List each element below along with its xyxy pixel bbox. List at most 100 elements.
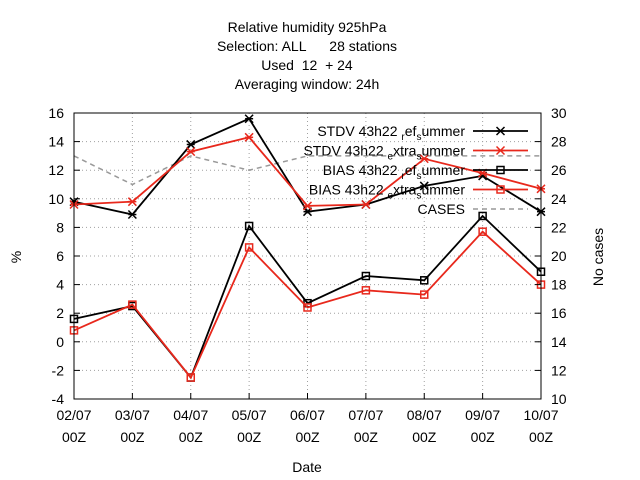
- data-point: [478, 211, 487, 221]
- data-point: [186, 139, 196, 149]
- legend-item-1: STDV 43h22 extrasummer: [303, 143, 528, 163]
- series-3: [69, 227, 546, 382]
- marker-square: [496, 165, 505, 175]
- y-tick-label: 6: [56, 248, 64, 264]
- y2-tick-label: 28: [551, 134, 567, 150]
- y2-tick-label: 26: [551, 162, 567, 178]
- data-point: [303, 303, 312, 312]
- y-tick-label: 10: [48, 191, 64, 207]
- series-4: [73, 155, 541, 186]
- data-point: [478, 227, 487, 236]
- title-line-2: Selection: ALL 28 stations: [217, 38, 397, 54]
- x-tick-label: 10/07: [523, 407, 558, 423]
- y-tick-label: -4: [52, 391, 65, 407]
- x-tick-label: 06/07: [290, 407, 325, 423]
- y-tick-label: 8: [56, 219, 64, 235]
- data-point: [244, 221, 254, 231]
- legend-item-2: BIAS 43h22 refsummer: [323, 162, 528, 182]
- data-point: [127, 197, 137, 207]
- y-axis-label: %: [8, 251, 24, 263]
- x-tick-label: 05/07: [232, 407, 267, 423]
- marker-square: [361, 271, 371, 281]
- x-tick-label: 03/07: [115, 407, 150, 423]
- data-point: [420, 290, 429, 299]
- series-line: [73, 230, 542, 380]
- legend-label: CASES: [418, 201, 465, 217]
- x-tick-label-time: 00Z: [62, 429, 87, 445]
- legend-label: BIAS 43h22 refsummer: [323, 162, 466, 182]
- y2-tick-label: 16: [551, 305, 567, 321]
- x-tick-label-time: 00Z: [120, 429, 145, 445]
- marker-square: [186, 373, 195, 382]
- x-tick-label: 02/07: [56, 407, 91, 423]
- data-point: [419, 181, 429, 191]
- y-tick-label: 14: [48, 134, 64, 150]
- title-line-3: Used 12 + 24: [261, 57, 353, 73]
- chart-title: Relative humidity 925hPa Selection: ALL …: [217, 19, 397, 92]
- data-point: [361, 286, 371, 295]
- legend-label: STDV 43h22 extrasummer: [303, 143, 465, 163]
- x-tick-label-time: 00Z: [529, 429, 554, 445]
- marker-square: [420, 290, 429, 299]
- x-tick-label: 04/07: [173, 407, 208, 423]
- x-axis-label: Date: [292, 459, 322, 475]
- series-line: [73, 155, 541, 186]
- title-line-1: Relative humidity 925hPa: [228, 19, 387, 35]
- data-point: [361, 271, 371, 281]
- y2-tick-label: 12: [551, 362, 567, 378]
- data-point: [419, 154, 429, 164]
- y2-tick-label: 22: [551, 219, 567, 235]
- title-line-4: Averaging window: 24h: [235, 76, 380, 92]
- axes: -4-2024681012141610121416182022242628300…: [48, 105, 566, 445]
- marker-square: [244, 221, 254, 231]
- y-tick-label: 16: [48, 105, 64, 121]
- legend-item-4: CASES: [418, 201, 528, 217]
- x-tick-label-time: 00Z: [295, 429, 320, 445]
- data-point: [244, 243, 254, 252]
- data-point: [244, 114, 254, 124]
- y-tick-label: 0: [56, 334, 64, 350]
- x-tick-label-time: 00Z: [179, 429, 204, 445]
- y-tick-label: 12: [48, 162, 64, 178]
- y2-tick-label: 18: [551, 277, 567, 293]
- legend-item-0: STDV 43h22 refsummer: [317, 123, 528, 143]
- y-tick-label: 4: [56, 277, 64, 293]
- x-tick-label: 08/07: [407, 407, 442, 423]
- marker-square: [496, 185, 505, 194]
- y-tick-label: 2: [56, 305, 64, 321]
- cases-series: [73, 155, 541, 186]
- x-tick-label-time: 00Z: [412, 429, 437, 445]
- x-tick-label-time: 00Z: [237, 429, 262, 445]
- y2-tick-label: 14: [551, 334, 567, 350]
- marker-square: [128, 300, 137, 309]
- y2-axis-label: No cases: [590, 228, 606, 286]
- x-tick-label: 09/07: [465, 407, 500, 423]
- data-point: [244, 132, 254, 142]
- y2-tick-label: 30: [551, 105, 567, 121]
- legend-item-3: BIAS 43h22 extrasummer: [309, 182, 528, 202]
- data-point: [186, 147, 196, 157]
- y-tick-label: -2: [52, 362, 65, 378]
- y2-tick-label: 24: [551, 191, 567, 207]
- marker-square: [478, 227, 487, 236]
- x-tick-label-time: 00Z: [471, 429, 496, 445]
- data-point: [302, 201, 313, 211]
- y2-tick-label: 10: [551, 391, 567, 407]
- legend-label: BIAS 43h22 extrasummer: [309, 182, 465, 202]
- marker-square: [361, 286, 371, 295]
- data-point: [186, 373, 195, 382]
- data-point: [361, 199, 371, 210]
- marker-square: [420, 276, 429, 285]
- x-tick-label-time: 00Z: [354, 429, 379, 445]
- marker-square: [478, 211, 487, 221]
- marker-square: [244, 243, 254, 252]
- x-tick-label: 07/07: [348, 407, 383, 423]
- series-layer: [69, 114, 546, 382]
- data-point: [420, 276, 429, 285]
- data-point: [128, 300, 137, 309]
- data-point: [127, 209, 137, 220]
- marker-square: [303, 303, 312, 312]
- y2-tick-label: 20: [551, 248, 567, 264]
